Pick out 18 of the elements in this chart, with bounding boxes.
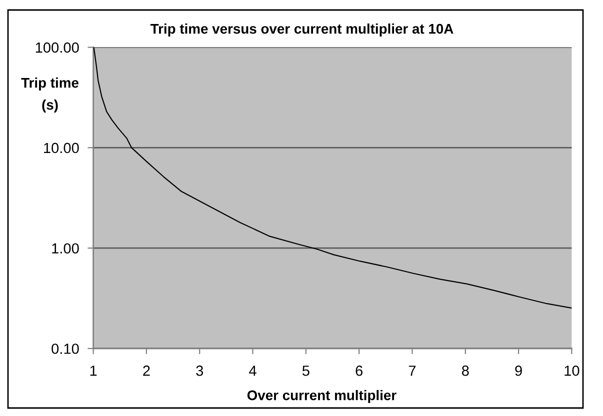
y-tick-label: 1.00	[52, 243, 79, 254]
x-tick-label: 5	[302, 366, 310, 376]
x-tick-label: 4	[249, 366, 256, 376]
x-tick-label: 6	[356, 366, 362, 376]
x-tick-label: 3	[196, 366, 204, 376]
x-axis-title: Over current multiplier	[247, 390, 396, 403]
x-tick-label: 2	[143, 366, 150, 376]
line-series	[93, 47, 572, 309]
y-tick-label: 0.10	[52, 344, 79, 354]
x-tick-label: 9	[515, 366, 522, 376]
y-tick-label: 10.00	[44, 142, 79, 154]
x-tick-label: 10	[564, 366, 580, 376]
x-tick-label: 1	[90, 366, 97, 376]
y-tick-label: 100.00	[36, 42, 79, 53]
x-tick-label: 7	[408, 366, 416, 376]
y-axis-title: Trip time (s)	[21, 78, 78, 112]
chart-title: Trip time versus over current multiplier at 10A	[150, 24, 454, 36]
x-tick-label: 8	[462, 366, 469, 376]
